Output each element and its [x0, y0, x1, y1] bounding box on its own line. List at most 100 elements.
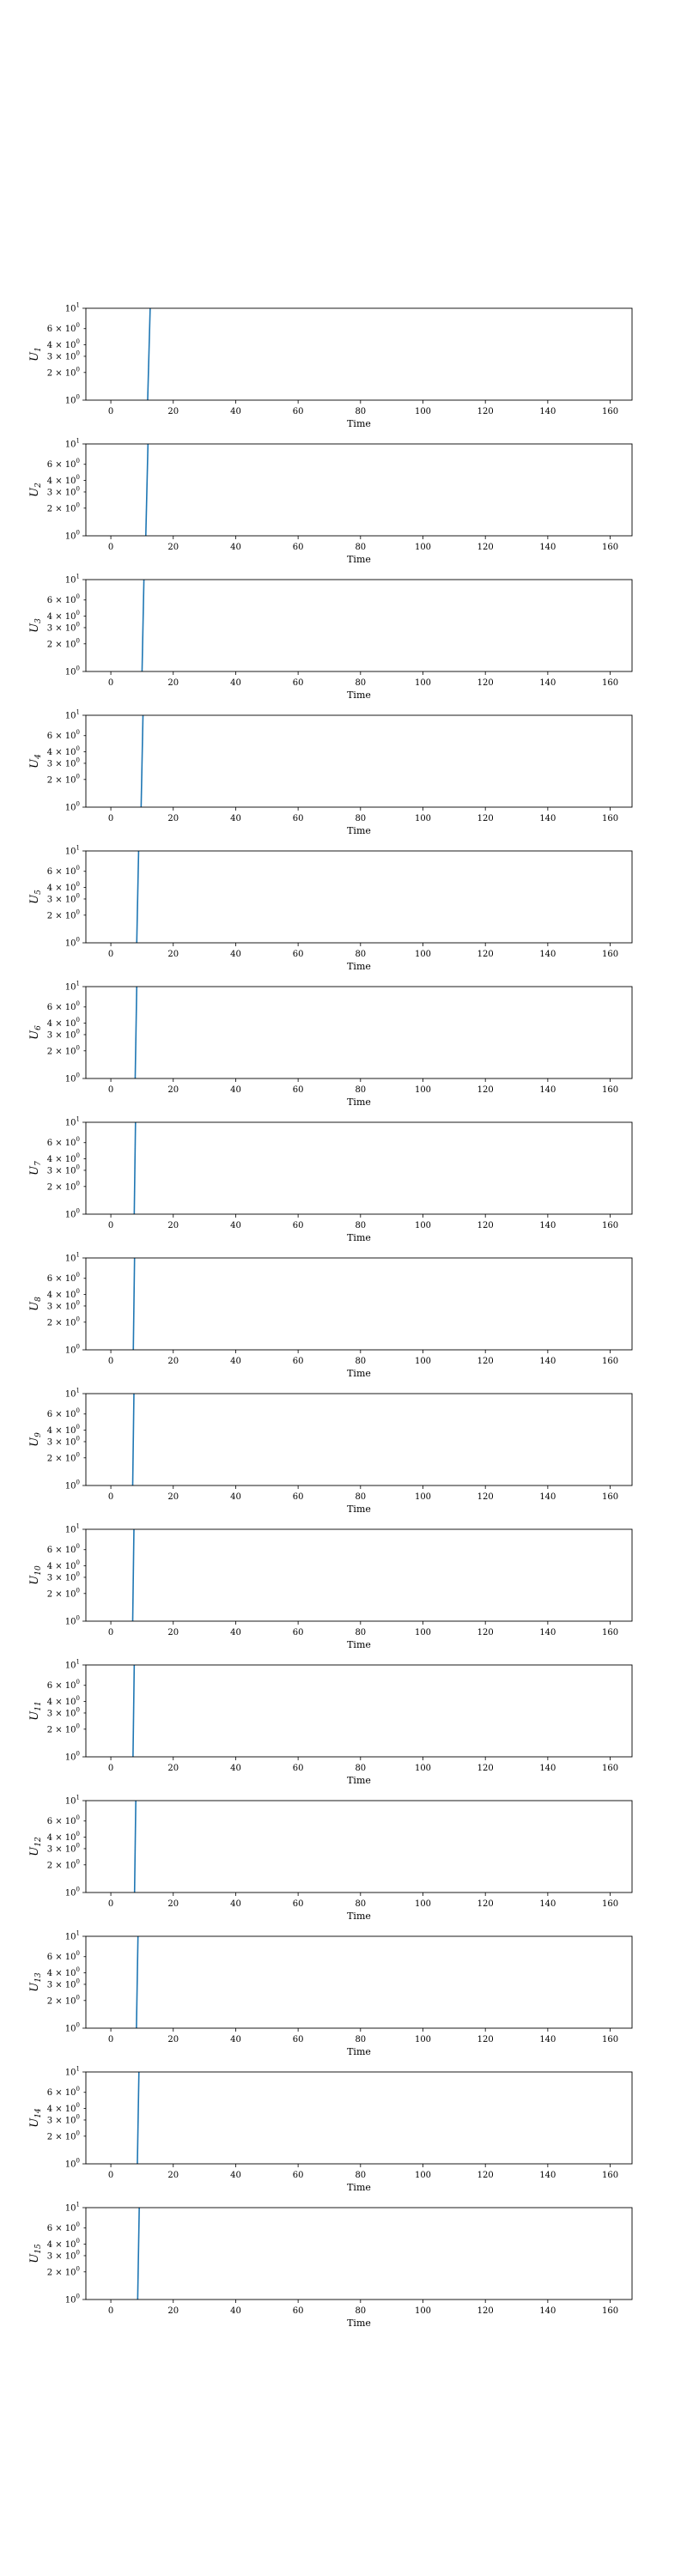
x-tick-label: 140	[539, 1628, 556, 1637]
x-tick-label: 20	[167, 814, 179, 823]
x-tick-label: 60	[293, 2171, 304, 2180]
x-tick-label: 120	[477, 1764, 494, 1773]
y-tick-label: 2 × 100	[47, 2265, 80, 2277]
x-tick-label: 100	[415, 1085, 431, 1095]
y-tick-label: 6 × 100	[47, 1407, 80, 1419]
x-axis-label: Time	[347, 554, 371, 565]
y-tick-label: 101	[65, 438, 80, 450]
y-tick-label: 100	[65, 665, 80, 677]
y-tick-label: 3 × 100	[47, 349, 80, 361]
x-tick-label: 160	[602, 543, 618, 552]
y-tick-label: 2 × 100	[47, 1994, 80, 2006]
x-tick-label: 140	[539, 814, 556, 823]
x-tick-label: 0	[108, 1085, 113, 1095]
series-line-1	[134, 987, 138, 1078]
x-tick-label: 0	[108, 2306, 113, 2316]
y-tick-label: 3 × 100	[47, 1571, 80, 1583]
x-tick-label: 0	[108, 950, 113, 959]
y-tick-label: 3 × 100	[47, 1706, 80, 1718]
x-tick-label: 120	[477, 1085, 494, 1095]
axes-frame	[85, 1121, 633, 1215]
y-tick-label: 4 × 100	[47, 745, 80, 757]
x-tick-label: 40	[230, 2306, 241, 2316]
x-tick-label: 0	[108, 543, 113, 552]
x-tick-label: 20	[167, 950, 179, 959]
x-tick-label: 80	[355, 2171, 366, 2180]
y-tick-label: 101	[65, 1930, 80, 1942]
x-tick-label: 140	[539, 2035, 556, 2044]
y-tick-label: 2 × 100	[47, 773, 80, 785]
axes-frame	[85, 579, 633, 672]
y-tick-label: 100	[65, 937, 80, 949]
subplot-13: 0 20 40 60 80 100 120 140 160 Time 100 2 × 100 3 × 1…	[28, 1930, 633, 2057]
subplot-11: 0 20 40 60 80 100 120 140 160 Time 100 2 × 100 3 × 1…	[28, 1659, 633, 1786]
x-tick-label: 140	[539, 543, 556, 552]
x-tick-label: 120	[477, 1628, 494, 1637]
axes-frame	[85, 2207, 633, 2300]
y-tick-label: 3 × 100	[47, 1163, 80, 1176]
x-tick-label: 120	[477, 1492, 494, 1502]
x-tick-label: 40	[230, 814, 241, 823]
x-tick-label: 120	[477, 1899, 494, 1909]
x-tick-label: 80	[355, 1492, 366, 1502]
x-axis-label: Time	[347, 2182, 371, 2193]
subplot-6: 0 20 40 60 80 100 120 140 160 Time 100 2 × 100 3 × 1…	[28, 981, 633, 1108]
y-tick-label: 101	[65, 1388, 80, 1400]
axes-frame	[85, 850, 633, 944]
y-tick-label: 2 × 100	[47, 2129, 80, 2142]
x-tick-label: 140	[539, 1492, 556, 1502]
y-tick-label: 100	[65, 2293, 80, 2306]
x-tick-label: 20	[167, 407, 179, 416]
axes-frame	[85, 714, 633, 808]
axes-frame	[85, 1935, 633, 2029]
x-tick-label: 100	[415, 1628, 431, 1637]
y-tick-label: 101	[65, 302, 80, 314]
y-tick-label: 100	[65, 1208, 80, 1220]
x-tick-label: 160	[602, 1085, 618, 1095]
y-tick-label: 101	[65, 2066, 80, 2078]
x-tick-label: 0	[108, 1764, 113, 1773]
x-tick-label: 0	[108, 814, 113, 823]
y-axis-label: U2	[28, 483, 43, 497]
x-tick-label: 160	[602, 2171, 618, 2180]
axes-frame	[85, 1664, 633, 1758]
x-axis-label: Time	[347, 1775, 371, 1786]
series-line-1	[131, 1529, 135, 1621]
x-tick-label: 80	[355, 543, 366, 552]
x-tick-label: 80	[355, 407, 366, 416]
y-tick-label: 100	[65, 2022, 80, 2034]
y-tick-label: 3 × 100	[47, 485, 80, 497]
y-tick-label: 101	[65, 1659, 80, 1671]
subplot-5: 0 20 40 60 80 100 120 140 160 Time 100 2 × 100 3 × 1…	[28, 845, 633, 972]
y-tick-label: 6 × 100	[47, 2221, 80, 2233]
series-line-1	[147, 308, 151, 400]
y-tick-label: 6 × 100	[47, 1272, 80, 1284]
x-tick-label: 60	[293, 1221, 304, 1230]
y-axis-label: U7	[28, 1161, 43, 1176]
x-tick-label: 0	[108, 1899, 113, 1909]
x-tick-label: 120	[477, 814, 494, 823]
y-tick-label: 3 × 100	[47, 756, 80, 769]
y-tick-label: 6 × 100	[47, 1000, 80, 1012]
y-tick-label: 101	[65, 1795, 80, 1807]
y-tick-label: 6 × 100	[47, 1950, 80, 1962]
y-tick-label: 100	[65, 530, 80, 542]
x-tick-label: 120	[477, 543, 494, 552]
x-tick-label: 100	[415, 1492, 431, 1502]
y-tick-label: 100	[65, 1072, 80, 1084]
x-tick-label: 60	[293, 1628, 304, 1637]
x-tick-label: 160	[602, 1628, 618, 1637]
x-tick-label: 140	[539, 1085, 556, 1095]
y-axis-label: U3	[28, 618, 43, 633]
x-tick-label: 20	[167, 1764, 179, 1773]
x-tick-label: 60	[293, 1492, 304, 1502]
x-tick-label: 40	[230, 1899, 241, 1909]
x-axis-label: Time	[347, 1368, 371, 1379]
x-tick-label: 0	[108, 2035, 113, 2044]
series-line-1	[144, 444, 149, 536]
subplot-15: 0 20 40 60 80 100 120 140 160 Time 100 2 × 100 3 × 1…	[28, 2202, 633, 2329]
axes-frame	[85, 1800, 633, 1893]
y-tick-label: 100	[65, 1344, 80, 1356]
y-tick-label: 6 × 100	[47, 1543, 80, 1555]
x-tick-label: 160	[602, 950, 618, 959]
